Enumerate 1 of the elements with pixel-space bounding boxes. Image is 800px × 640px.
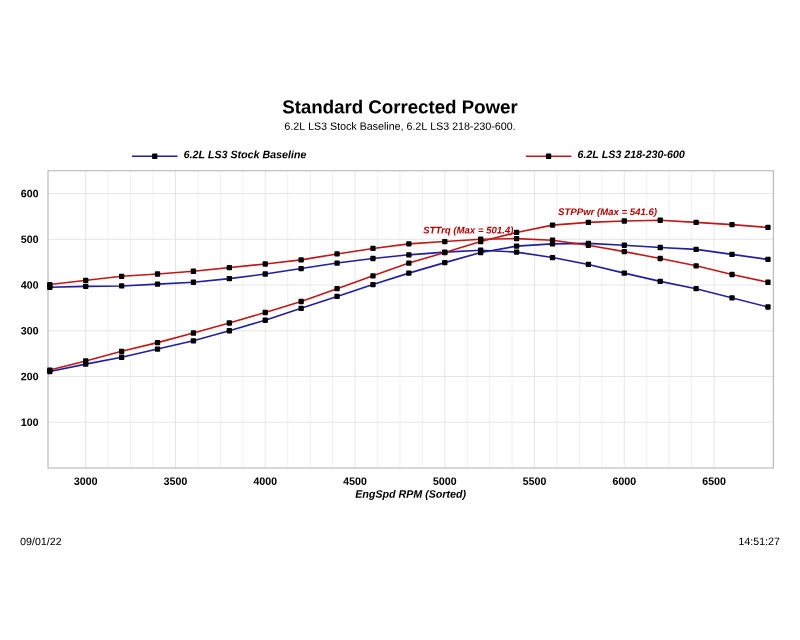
chart-title: Standard Corrected Power	[282, 99, 518, 114]
